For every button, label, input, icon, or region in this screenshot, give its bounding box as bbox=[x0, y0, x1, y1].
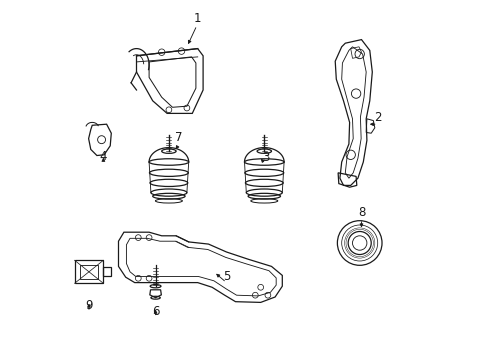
Text: 5: 5 bbox=[223, 270, 230, 283]
Text: 1: 1 bbox=[193, 12, 200, 25]
Text: 4: 4 bbox=[100, 150, 107, 163]
Bar bbox=[80, 265, 98, 279]
Text: 6: 6 bbox=[151, 305, 159, 318]
Text: 8: 8 bbox=[357, 206, 365, 219]
Text: 9: 9 bbox=[85, 299, 93, 312]
Text: 3: 3 bbox=[261, 151, 268, 164]
Text: 7: 7 bbox=[175, 131, 183, 144]
Bar bbox=[103, 267, 110, 276]
Bar bbox=[75, 260, 103, 283]
Text: 2: 2 bbox=[373, 111, 381, 124]
